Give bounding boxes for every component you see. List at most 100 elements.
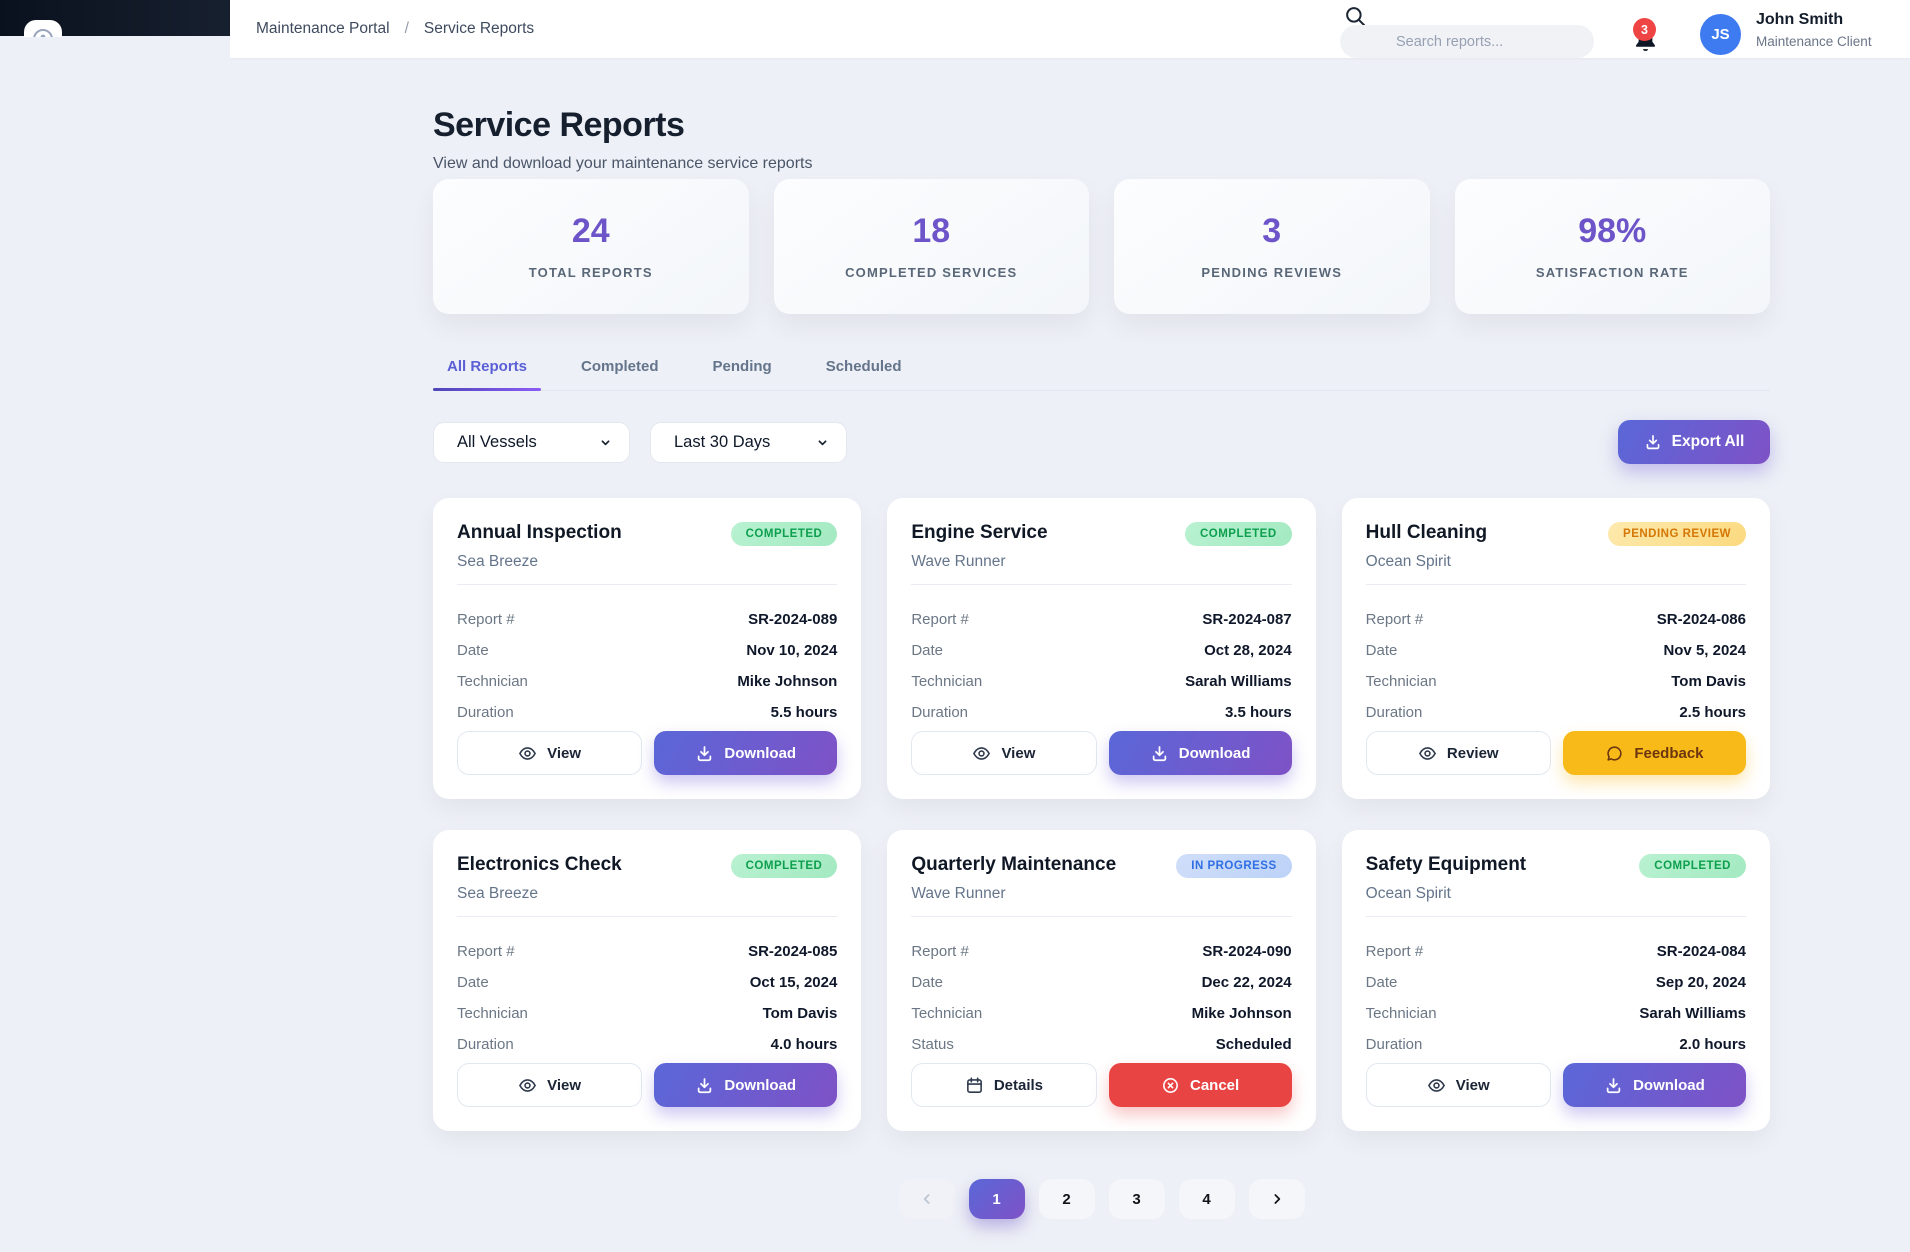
divider (911, 584, 1292, 585)
report-title: Hull Cleaning (1365, 522, 1488, 543)
stat-satisfaction-rate: 98% SATISFACTION RATE (1454, 179, 1770, 314)
divider (1365, 584, 1746, 585)
report-card-quarterly-maintenance: Quarterly Maintenance Wave Runner IN PRO… (887, 830, 1316, 1131)
stat-label: COMPLETED SERVICES (845, 264, 1018, 280)
cancel-button[interactable]: Cancel (1108, 1063, 1292, 1107)
download-icon (695, 744, 714, 763)
eye-icon (972, 744, 991, 763)
date-range-value: Last 30 Days (674, 432, 771, 451)
stat-value: 3 (1262, 211, 1282, 250)
download-button[interactable]: Download (1108, 731, 1292, 775)
download-icon (1644, 433, 1662, 451)
pagination: 1 2 3 4 (433, 1179, 1770, 1219)
report-tabs: All Reports Completed Pending Scheduled (433, 358, 1770, 391)
breadcrumb-separator: / (404, 20, 409, 37)
report-field: Report # SR-2024-085 (457, 943, 838, 960)
search-input[interactable] (1340, 25, 1594, 58)
stat-pending-reviews: 3 PENDING REVIEWS (1114, 179, 1430, 314)
report-field: Report # SR-2024-090 (911, 943, 1292, 960)
top-header: Maintenance Portal / Service Reports 3 J… (230, 0, 1910, 58)
export-all-button[interactable]: Export All (1618, 420, 1770, 464)
status-badge: COMPLETED (730, 854, 838, 878)
vessel-filter-select[interactable]: All Vessels (433, 421, 630, 463)
status-badge: COMPLETED (1184, 522, 1292, 546)
report-field: Status Scheduled (911, 1036, 1292, 1053)
filters-row: All Vessels Last 30 Days Export All (433, 420, 1770, 464)
page-title: Service Reports (433, 106, 685, 144)
report-field: Report # SR-2024-084 (1365, 943, 1746, 960)
pagination-page-3[interactable]: 3 (1108, 1179, 1165, 1219)
feedback-button[interactable]: Feedback (1562, 731, 1746, 775)
report-field: Date Nov 10, 2024 (457, 642, 838, 659)
divider (911, 916, 1292, 917)
stat-label: SATISFACTION RATE (1535, 264, 1689, 280)
stat-label: TOTAL REPORTS (528, 264, 653, 280)
download-button[interactable]: Download (1562, 1063, 1746, 1107)
user-name: John Smith (1756, 11, 1844, 28)
report-card-annual-inspection: Annual Inspection Sea Breeze COMPLETED R… (433, 498, 862, 799)
main-content: Service Reports View and download your m… (433, 0, 1770, 1219)
eye-icon (1427, 1076, 1446, 1095)
notification-badge: 3 (1633, 18, 1656, 41)
report-field: Duration 3.5 hours (911, 704, 1292, 721)
chevron-left-icon (919, 1191, 935, 1207)
report-field: Date Oct 15, 2024 (457, 974, 838, 991)
tab-all-reports[interactable]: All Reports (433, 358, 542, 391)
notifications-button[interactable]: 3 (1629, 18, 1661, 58)
stat-value: 18 (912, 211, 951, 250)
divider (457, 584, 838, 585)
tab-scheduled[interactable]: Scheduled (825, 358, 902, 375)
tab-completed[interactable]: Completed (581, 358, 659, 375)
report-title: Quarterly Maintenance (911, 854, 1117, 875)
report-field: Technician Mike Johnson (911, 1005, 1292, 1022)
pagination-page-4[interactable]: 4 (1178, 1179, 1235, 1219)
report-field: Date Dec 22, 2024 (911, 974, 1292, 991)
review-button[interactable]: Review (1365, 731, 1551, 775)
report-grid: Annual Inspection Sea Breeze COMPLETED R… (433, 498, 1770, 1131)
pagination-page-1[interactable]: 1 (968, 1179, 1025, 1219)
report-field: Duration 2.0 hours (1365, 1036, 1746, 1053)
download-button[interactable]: Download (654, 731, 838, 775)
report-field: Date Oct 28, 2024 (911, 642, 1292, 659)
report-title: Annual Inspection (457, 522, 622, 543)
report-card-electronics-check: Electronics Check Sea Breeze COMPLETED R… (433, 830, 862, 1131)
view-button[interactable]: View (457, 731, 643, 775)
date-range-select[interactable]: Last 30 Days (650, 421, 847, 463)
details-button[interactable]: Details (911, 1063, 1097, 1107)
chevron-down-icon (815, 435, 830, 450)
report-title: Safety Equipment (1365, 854, 1527, 875)
status-badge: COMPLETED (730, 522, 838, 546)
report-title: Electronics Check (457, 854, 622, 875)
report-vessel: Sea Breeze (457, 885, 538, 902)
report-field: Duration 4.0 hours (457, 1036, 838, 1053)
view-button[interactable]: View (1365, 1063, 1551, 1107)
user-role: Maintenance Client (1756, 34, 1872, 49)
divider (1365, 916, 1746, 917)
breadcrumb-portal[interactable]: Maintenance Portal (256, 20, 390, 37)
view-button[interactable]: View (457, 1063, 643, 1107)
report-field: Date Nov 5, 2024 (1365, 642, 1746, 659)
report-field: Date Sep 20, 2024 (1365, 974, 1746, 991)
download-icon (1150, 744, 1169, 763)
pagination-page-2[interactable]: 2 (1038, 1179, 1095, 1219)
stat-label: PENDING REVIEWS (1201, 264, 1343, 280)
report-field: Technician Sarah Williams (1365, 1005, 1746, 1022)
pagination-next-button[interactable] (1248, 1179, 1305, 1219)
report-field: Report # SR-2024-089 (457, 611, 838, 628)
view-button[interactable]: View (911, 731, 1097, 775)
background-cover (0, 37, 230, 67)
report-field: Duration 5.5 hours (457, 704, 838, 721)
report-card-hull-cleaning: Hull Cleaning Ocean Spirit PENDING REVIE… (1341, 498, 1770, 799)
report-field: Technician Mike Johnson (457, 673, 838, 690)
report-card-safety-equipment: Safety Equipment Ocean Spirit COMPLETED … (1341, 830, 1770, 1131)
status-badge: PENDING REVIEW (1608, 522, 1746, 546)
breadcrumb-service-reports: Service Reports (423, 20, 535, 37)
pagination-prev-button[interactable] (898, 1179, 955, 1219)
tab-pending[interactable]: Pending (712, 358, 772, 375)
download-button[interactable]: Download (654, 1063, 838, 1107)
report-vessel: Wave Runner (911, 885, 1006, 902)
export-all-label: Export All (1671, 433, 1745, 450)
report-field: Duration 2.5 hours (1365, 704, 1746, 721)
avatar[interactable]: JS (1700, 14, 1741, 55)
page-subtitle: View and download your maintenance servi… (433, 155, 813, 172)
